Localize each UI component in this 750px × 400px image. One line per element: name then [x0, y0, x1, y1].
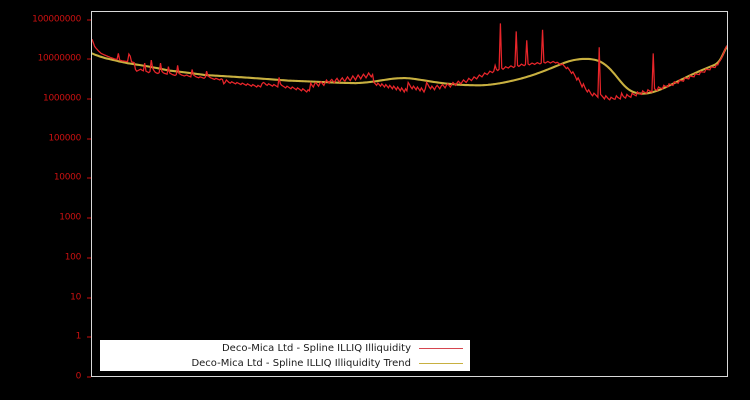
- y-axis-tick-mark: [87, 98, 91, 100]
- y-axis: 100000000 10000000 1000000 100000 10000 1000 1…: [0, 0, 91, 400]
- series-line-illiquidity: [92, 23, 727, 101]
- plot-area: [91, 11, 728, 377]
- y-axis-tick-mark: [87, 138, 91, 140]
- y-axis-tick-label: 100: [64, 252, 82, 263]
- series-canvas: [92, 23, 727, 101]
- legend-label-trend: Deco-Mica Ltd - Spline ILLIQ Illiquidity…: [191, 358, 411, 369]
- y-axis-tick-mark: [87, 297, 91, 299]
- y-axis-tick-mark: [87, 336, 91, 338]
- y-axis-tick-label: 1: [75, 331, 82, 342]
- y-axis-tick-label: 1000: [59, 212, 81, 223]
- legend-label-illiquidity: Deco-Mica Ltd - Spline ILLIQ Illiquidity: [221, 343, 411, 354]
- y-axis-tick-label: 10: [70, 292, 81, 303]
- plot-clip: [92, 12, 727, 376]
- legend: Deco-Mica Ltd - Spline ILLIQ Illiquidity…: [100, 340, 470, 371]
- y-axis-tick-mark: [87, 257, 91, 259]
- y-axis-tick-mark: [87, 177, 91, 179]
- y-axis-tick-mark: [87, 217, 91, 219]
- series-line-trend: [92, 45, 727, 95]
- y-axis-tick-label: 100000: [48, 133, 81, 144]
- y-axis-tick-label: 1000000: [43, 93, 81, 104]
- y-axis-tick-label: 10000000: [37, 53, 82, 64]
- y-axis-tick-mark: [87, 19, 91, 20]
- y-axis-tick-mark: [87, 376, 91, 378]
- y-axis-tick-label: 10000: [53, 172, 81, 183]
- legend-entry-illiquidity: Deco-Mica Ltd - Spline ILLIQ Illiquidity: [101, 341, 469, 356]
- legend-swatch-illiquidity: [419, 348, 463, 349]
- legend-swatch-trend: [419, 363, 463, 364]
- y-axis-tick-label: 0: [75, 371, 82, 382]
- legend-entry-trend: Deco-Mica Ltd - Spline ILLIQ Illiquidity…: [101, 356, 469, 371]
- y-axis-tick-mark: [87, 58, 91, 60]
- y-axis-tick-label: 100000000: [32, 14, 81, 24]
